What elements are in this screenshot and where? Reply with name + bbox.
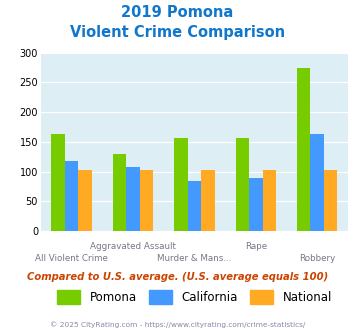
Text: Aggravated Assault: Aggravated Assault xyxy=(90,242,176,251)
Bar xyxy=(263,170,276,231)
Text: 2019 Pomona: 2019 Pomona xyxy=(121,5,234,20)
Bar xyxy=(174,138,187,231)
Text: Murder & Mans...: Murder & Mans... xyxy=(157,254,231,263)
Bar xyxy=(249,178,263,231)
Text: All Violent Crime: All Violent Crime xyxy=(35,254,108,263)
Text: © 2025 CityRating.com - https://www.cityrating.com/crime-statistics/: © 2025 CityRating.com - https://www.city… xyxy=(50,322,305,328)
Bar xyxy=(78,170,92,231)
Text: Violent Crime Comparison: Violent Crime Comparison xyxy=(70,25,285,40)
Bar xyxy=(140,170,153,231)
Bar xyxy=(324,170,338,231)
Bar xyxy=(297,68,310,231)
Bar xyxy=(65,161,78,231)
Bar xyxy=(187,181,201,231)
Text: Rape: Rape xyxy=(245,242,267,251)
Bar xyxy=(51,134,65,231)
Legend: Pomona, California, National: Pomona, California, National xyxy=(56,290,332,304)
Bar xyxy=(113,154,126,231)
Bar xyxy=(310,134,324,231)
Bar xyxy=(126,167,140,231)
Text: Compared to U.S. average. (U.S. average equals 100): Compared to U.S. average. (U.S. average … xyxy=(27,272,328,282)
Bar xyxy=(201,170,215,231)
Bar xyxy=(235,138,249,231)
Text: Robbery: Robbery xyxy=(299,254,335,263)
